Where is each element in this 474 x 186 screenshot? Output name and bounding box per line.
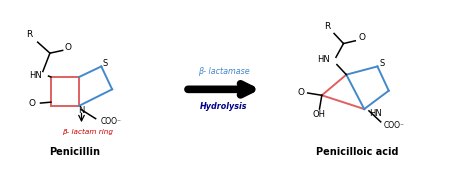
Text: Hydrolysis: Hydrolysis	[201, 102, 248, 111]
Text: Penicilloic acid: Penicilloic acid	[316, 147, 399, 157]
Text: β- lactam ring: β- lactam ring	[62, 128, 113, 134]
Text: N: N	[78, 106, 84, 115]
Text: Penicillin: Penicillin	[49, 147, 100, 157]
Text: HN: HN	[318, 55, 330, 64]
Text: O: O	[65, 43, 72, 52]
Text: R: R	[27, 30, 33, 39]
Text: O: O	[358, 33, 365, 42]
Text: HN: HN	[369, 109, 382, 118]
Text: R: R	[324, 22, 330, 31]
Text: O: O	[28, 99, 36, 108]
Text: S: S	[102, 59, 108, 68]
Text: S: S	[380, 59, 385, 68]
Text: COO⁻: COO⁻	[384, 121, 405, 130]
Text: HN: HN	[29, 71, 41, 80]
Text: OH: OH	[312, 110, 326, 119]
Text: β- lactamase: β- lactamase	[198, 67, 250, 76]
Text: COO⁻: COO⁻	[100, 117, 121, 126]
Text: O: O	[298, 88, 305, 97]
